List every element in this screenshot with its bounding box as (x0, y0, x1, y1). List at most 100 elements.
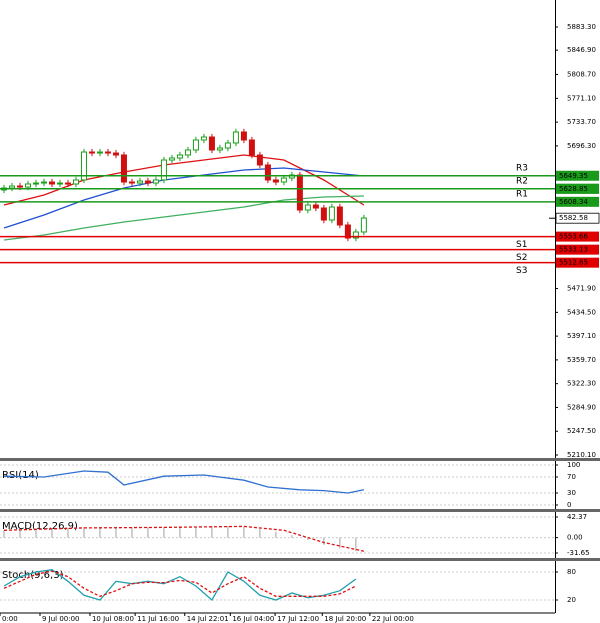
y-tick-label: 5846.90 (567, 46, 596, 54)
y-tick-label: 5247.50 (567, 427, 596, 435)
candle-body (112, 152, 119, 156)
y-tick-label: 5397.10 (567, 332, 596, 340)
candle-body (96, 151, 103, 154)
pivot-label: R1 (516, 189, 528, 199)
candle-body (312, 204, 319, 209)
candle-body (184, 149, 191, 156)
candle-body (248, 139, 255, 156)
candle-body (344, 224, 351, 239)
price-box-label: 5512.65 (559, 259, 588, 267)
y-tick-label: 100 (567, 461, 580, 469)
y-tick-label: 5284.90 (567, 403, 596, 411)
candle-body (256, 154, 263, 166)
price-box-label: 5533.13 (559, 246, 588, 254)
y-tick-label: -31.65 (567, 549, 590, 557)
y-tick-label: 80 (567, 568, 576, 576)
pivot-label: R2 (516, 176, 528, 186)
series-line (3, 570, 357, 598)
y-tick-label: 0 (567, 501, 571, 509)
candle-body (48, 181, 55, 185)
y-tick-label: 5808.70 (567, 70, 596, 78)
price-box-label: 5608.34 (559, 198, 588, 206)
x-tick-label: 16 Jul 04:00 (232, 615, 274, 623)
candle-body (200, 136, 207, 141)
candle-body (24, 183, 31, 188)
pivot-label: R3 (516, 163, 528, 173)
panel-separator (0, 458, 600, 461)
candle-body (144, 180, 151, 184)
price-box-label: 5628.85 (559, 185, 588, 193)
series-line (3, 525, 365, 552)
price-box-label: 5649.35 (559, 172, 588, 180)
candle-body (80, 151, 87, 181)
y-tick-label: 5359.70 (567, 356, 596, 364)
price-box (556, 183, 599, 194)
price-box (556, 231, 599, 242)
x-tick-label: 18 Jul 20:00 (324, 615, 366, 623)
series-line (3, 195, 364, 241)
candle-body (360, 217, 367, 233)
y-tick-label: 5733.70 (567, 118, 596, 126)
candle-body (168, 157, 175, 161)
candle-body (240, 131, 247, 141)
price-box (556, 257, 599, 268)
candle-body (296, 174, 303, 211)
candle-body (8, 185, 15, 189)
panel-separator (0, 509, 600, 512)
pivot-label: S3 (516, 266, 527, 276)
price-box (556, 196, 599, 207)
candle-body (64, 182, 71, 185)
y-tick-label: 30 (567, 489, 576, 497)
price-box-label: 5553.66 (559, 233, 588, 241)
pivot-label: S1 (516, 240, 527, 250)
x-tick-label: 22 Jul 00:00 (372, 615, 414, 623)
candle-body (320, 207, 327, 221)
series-line (3, 569, 357, 602)
candle-body (104, 151, 111, 154)
candle-body (264, 164, 271, 181)
candle-body (56, 182, 63, 185)
y-tick-label: 20 (567, 596, 576, 604)
panel-title: MACD(12,26,9) (2, 521, 78, 532)
candle-body (224, 142, 231, 149)
y-tick-label: 5771.10 (567, 94, 596, 102)
candle-body (176, 154, 183, 159)
candle-body (152, 179, 159, 184)
candle-body (272, 179, 279, 183)
candle-body (216, 147, 223, 151)
candle-body (16, 185, 23, 188)
pivot-label: S2 (516, 253, 527, 263)
candle-body (232, 131, 239, 144)
y-tick-label: 5322.30 (567, 380, 596, 388)
candle-body (352, 231, 359, 239)
x-tick-label: 11 Jul 16:00 (137, 615, 179, 623)
candle-body (136, 180, 143, 184)
y-tick-label: 42.37 (567, 513, 587, 521)
y-tick-label: 5883.30 (567, 23, 596, 31)
price-box (556, 244, 599, 255)
last-price-label: 5582.58 (559, 214, 588, 222)
candle-body (160, 159, 167, 181)
y-tick-label: 5434.50 (567, 308, 596, 316)
candle-body (120, 154, 127, 183)
x-tick-label: 14 Jul 22:01 (187, 615, 229, 623)
panel-title: RSI(14) (2, 470, 39, 481)
last-price-box (555, 212, 600, 224)
x-tick-label: 9 Jul 00:00 (42, 615, 80, 623)
panel-separator (0, 558, 600, 561)
candle-body (280, 177, 287, 183)
x-tick-label: 0:00 (2, 615, 18, 623)
candle-body (72, 179, 79, 185)
candle-body (328, 206, 335, 221)
candle-body (128, 181, 135, 184)
series-line (3, 167, 364, 229)
series-line (3, 470, 365, 494)
candle-body (208, 136, 215, 151)
y-tick-label: 5210.10 (567, 451, 596, 459)
candle-body (336, 206, 343, 226)
y-tick-label: 5471.90 (567, 285, 596, 293)
candle-body (32, 182, 39, 185)
candle-body (304, 204, 311, 211)
